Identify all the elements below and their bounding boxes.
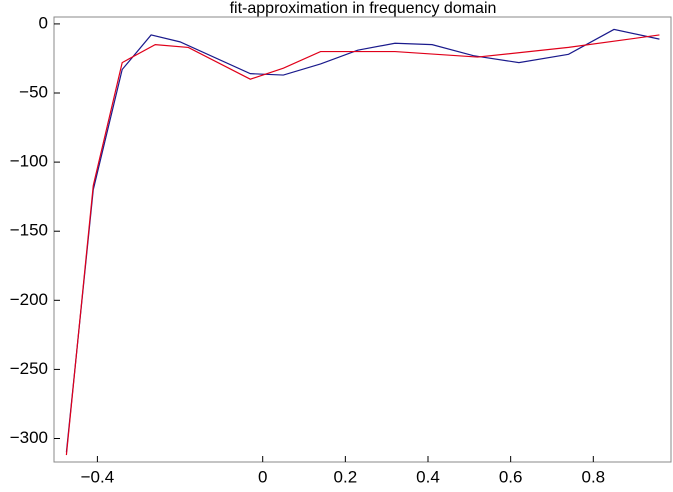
x-tick-label: 0.2 (334, 467, 358, 486)
y-tick-label: −150 (10, 221, 48, 240)
chart-title: fit-approximation in frequency domain (230, 0, 497, 17)
series-line (65, 28, 660, 453)
y-tick-label: −200 (10, 290, 48, 309)
x-tick-label: 0 (258, 467, 267, 486)
plot-frame (53, 16, 672, 463)
x-tick-label: −0.4 (81, 467, 115, 486)
x-tick-label: 0.6 (499, 467, 523, 486)
y-tick-label: −50 (19, 82, 48, 101)
y-tick-label: −100 (10, 152, 48, 171)
y-tick-label: −300 (10, 428, 48, 447)
y-tick-label: −250 (10, 359, 48, 378)
y-tick-label: 0 (39, 13, 48, 32)
series-line (65, 34, 660, 456)
x-tick-label: 0.4 (416, 467, 440, 486)
x-tick-label: 0.8 (581, 467, 605, 486)
